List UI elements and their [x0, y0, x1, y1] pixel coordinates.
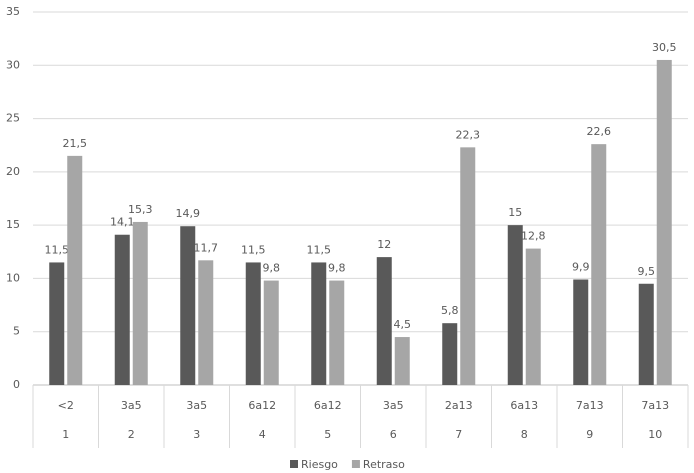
bar: [67, 155, 83, 385]
x-group-label: 7: [455, 428, 462, 441]
bar: [132, 221, 148, 385]
value-label: 11,5: [45, 243, 70, 256]
x-group-label: 4: [259, 428, 266, 441]
bar: [263, 280, 279, 385]
value-label: 11,7: [194, 241, 219, 254]
y-tick-label: 35: [6, 5, 20, 18]
x-group-label: 6: [390, 428, 397, 441]
value-label: 11,5: [241, 243, 266, 256]
bar: [460, 147, 476, 385]
x-tick-label: 3a5: [186, 399, 207, 412]
bar: [573, 279, 589, 385]
bar: [525, 248, 541, 385]
bar: [507, 225, 523, 385]
legend-swatch: [290, 460, 298, 468]
value-label: 21,5: [63, 137, 88, 150]
value-label: 22,6: [587, 125, 612, 138]
bar: [180, 226, 196, 385]
value-label: 12: [377, 238, 391, 251]
y-tick-label: 5: [13, 325, 20, 338]
value-label: 22,3: [456, 128, 481, 141]
bar: [376, 257, 392, 385]
bar: [591, 144, 607, 385]
bar: [394, 337, 410, 385]
x-group-label: 2: [128, 428, 135, 441]
x-tick-label: 7a13: [641, 399, 669, 412]
y-tick-label: 20: [6, 165, 20, 178]
value-label: 12,8: [521, 230, 546, 243]
value-label: 30,5: [652, 41, 677, 54]
x-tick-label: 2a13: [445, 399, 473, 412]
value-label: 14,9: [176, 207, 201, 220]
value-label: 15,3: [128, 203, 153, 216]
x-tick-label: 6a12: [248, 399, 276, 412]
y-tick-label: 0: [13, 378, 20, 391]
y-tick-label: 30: [6, 58, 20, 71]
value-label: 5,8: [441, 304, 459, 317]
bar: [442, 323, 458, 385]
y-tick-label: 15: [6, 218, 20, 231]
x-group-label: 10: [648, 428, 662, 441]
legend-label: Riesgo: [301, 458, 338, 471]
bar: [311, 262, 327, 385]
x-group-label: 1: [62, 428, 69, 441]
value-label: 9,8: [263, 262, 281, 275]
bar: [656, 59, 672, 385]
legend-label: Retraso: [363, 458, 405, 471]
value-label: 9,5: [638, 265, 656, 278]
bar: [245, 262, 261, 385]
y-tick-label: 10: [6, 271, 20, 284]
bar: [638, 283, 654, 385]
y-tick-label: 25: [6, 112, 20, 125]
x-group-label: 3: [193, 428, 200, 441]
x-group-label: 9: [586, 428, 593, 441]
x-group-label: 5: [324, 428, 331, 441]
x-tick-label: 3a5: [383, 399, 404, 412]
bar: [329, 280, 345, 385]
x-tick-label: 7a13: [576, 399, 604, 412]
x-tick-label: 3a5: [121, 399, 142, 412]
value-label: 15: [508, 206, 522, 219]
value-label: 9,9: [572, 260, 590, 273]
legend-swatch: [351, 460, 360, 468]
value-label: 11,5: [307, 243, 332, 256]
value-label: 14,1: [110, 216, 135, 229]
value-label: 9,8: [328, 262, 346, 275]
bar: [198, 260, 214, 385]
x-tick-label: <2: [58, 399, 74, 412]
value-label: 4,5: [394, 318, 412, 331]
bar: [49, 262, 65, 385]
x-tick-label: 6a12: [314, 399, 342, 412]
x-group-label: 8: [521, 428, 528, 441]
bar: [114, 234, 130, 385]
x-tick-label: 6a13: [510, 399, 538, 412]
